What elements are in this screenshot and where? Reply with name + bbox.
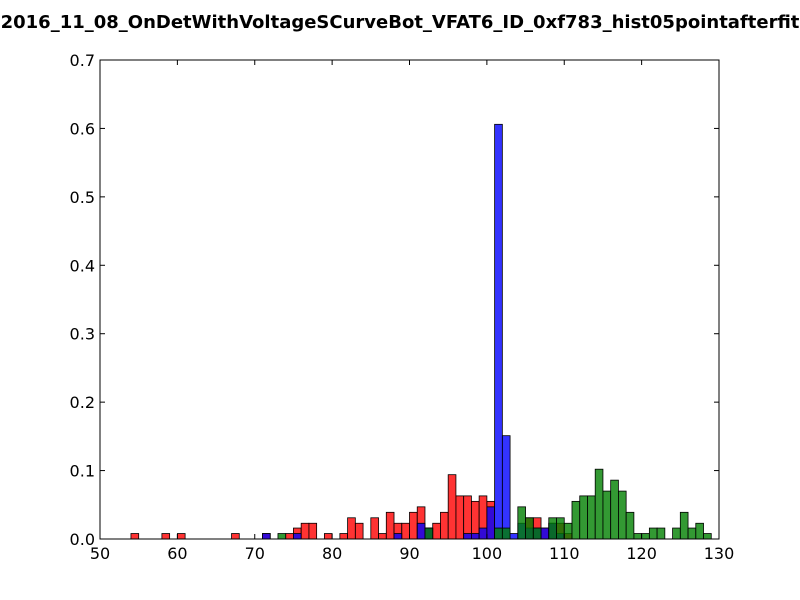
histogram-bar bbox=[323, 533, 333, 540]
histogram-bar bbox=[308, 522, 318, 540]
histogram-bar bbox=[587, 495, 596, 540]
histogram-bar bbox=[556, 517, 565, 540]
histogram-bar bbox=[494, 527, 503, 540]
y-tick-label: 0.6 bbox=[70, 119, 95, 138]
histogram-bar bbox=[262, 533, 271, 540]
histogram-bar bbox=[494, 123, 503, 540]
x-tick-label: 50 bbox=[90, 544, 110, 563]
x-tick-label: 90 bbox=[399, 544, 419, 563]
histogram-bar bbox=[409, 511, 418, 540]
x-tick-label: 60 bbox=[167, 544, 187, 563]
histogram-bar bbox=[293, 533, 302, 540]
histogram-bar bbox=[695, 522, 704, 540]
histogram-bar bbox=[501, 527, 511, 540]
y-tick-label: 0.2 bbox=[70, 393, 95, 412]
histogram-bar bbox=[393, 533, 403, 540]
x-tick-label: 130 bbox=[704, 544, 735, 563]
histogram-bar bbox=[672, 527, 681, 540]
histogram-bar bbox=[300, 522, 310, 540]
histogram-bar bbox=[486, 506, 496, 540]
x-tick-label: 100 bbox=[472, 544, 503, 563]
histogram-bar bbox=[532, 527, 542, 540]
x-tick-label: 80 bbox=[322, 544, 342, 563]
histogram-bar bbox=[130, 533, 140, 540]
x-tick-label: 70 bbox=[245, 544, 265, 563]
x-axis-tick-labels: 50 60 70 80 90 100 110 120 130 bbox=[90, 544, 734, 563]
histogram-bar bbox=[610, 479, 619, 540]
histogram-bar bbox=[563, 522, 573, 540]
histogram-bar bbox=[579, 495, 588, 540]
histogram-bar bbox=[285, 533, 294, 540]
histogram-bar bbox=[401, 522, 410, 540]
histogram-bar bbox=[463, 533, 472, 540]
histogram-bar bbox=[618, 490, 627, 540]
x-tick-label: 110 bbox=[549, 544, 580, 563]
histogram-bar bbox=[161, 533, 171, 540]
histogram-bar bbox=[633, 533, 643, 540]
y-tick-label: 0.5 bbox=[70, 188, 95, 207]
histogram-bar bbox=[548, 517, 557, 540]
y-tick-label: 0.0 bbox=[70, 530, 95, 549]
histogram-bar bbox=[385, 511, 395, 540]
histogram-bar bbox=[378, 533, 387, 540]
histogram-bar bbox=[416, 522, 426, 540]
x-tick-label: 120 bbox=[626, 544, 657, 563]
histogram-bar bbox=[501, 435, 511, 540]
y-tick-label: 0.4 bbox=[70, 256, 95, 275]
chart-title: 2016_11_08_OnDetWithVoltageSCurveBot_VFA… bbox=[1, 12, 800, 33]
histogram-bar bbox=[370, 517, 379, 540]
histogram-bar bbox=[447, 474, 457, 540]
histogram-bar bbox=[354, 522, 364, 540]
histogram-bar bbox=[470, 533, 480, 540]
histogram-bar bbox=[277, 533, 287, 540]
histogram-bar bbox=[594, 468, 604, 540]
histogram-bar bbox=[176, 533, 186, 540]
histogram-bar bbox=[703, 533, 712, 540]
histogram-bar bbox=[656, 527, 666, 540]
axis-ticks bbox=[99, 59, 720, 540]
histogram-bar bbox=[440, 511, 449, 540]
histogram-bar bbox=[525, 517, 534, 540]
histogram-bar bbox=[478, 527, 488, 540]
y-axis-tick-labels: 0.0 0.1 0.2 0.3 0.4 0.5 0.6 0.7 bbox=[70, 51, 95, 549]
histogram-bar bbox=[517, 506, 526, 540]
histogram-bar bbox=[540, 527, 550, 540]
histogram-bar bbox=[231, 533, 240, 540]
histogram-bar bbox=[571, 500, 581, 540]
histogram-bar bbox=[339, 533, 348, 540]
histogram-bar bbox=[648, 527, 658, 540]
histogram-bar bbox=[432, 522, 441, 540]
histogram-bar bbox=[687, 527, 697, 540]
y-tick-label: 0.1 bbox=[70, 462, 95, 481]
y-tick-label: 0.7 bbox=[70, 51, 95, 70]
histogram-bar bbox=[679, 511, 689, 540]
histogram-bar bbox=[641, 533, 650, 540]
histogram-bar bbox=[463, 495, 472, 540]
histogram-bar bbox=[509, 533, 519, 540]
histogram-bars bbox=[130, 123, 712, 540]
histogram-bar bbox=[602, 490, 612, 540]
histogram-bar bbox=[424, 527, 434, 540]
histogram-bar bbox=[625, 511, 635, 540]
y-tick-label: 0.3 bbox=[70, 325, 95, 344]
histogram-bar bbox=[455, 495, 465, 540]
histogram-bar bbox=[347, 517, 356, 540]
